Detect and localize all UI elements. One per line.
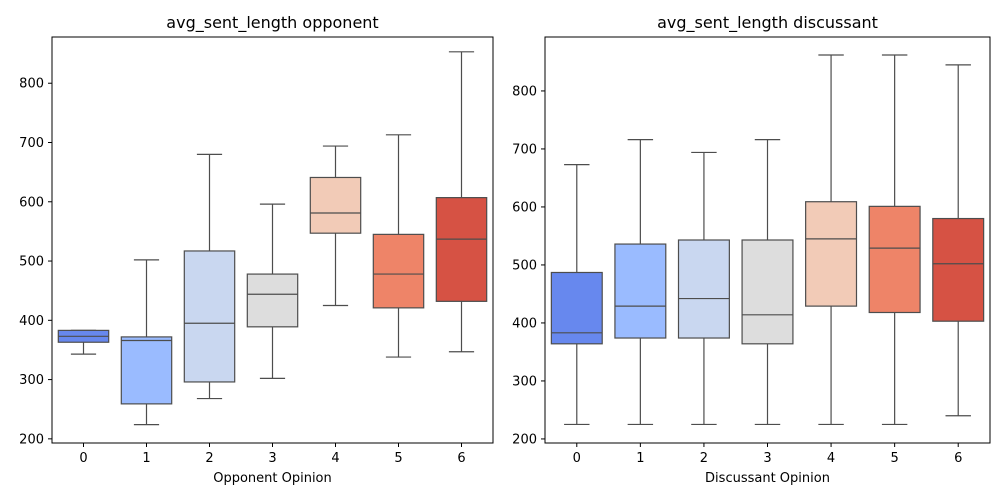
box-group-2 — [677, 151, 730, 426]
box-1 — [614, 243, 667, 339]
box-group-2 — [183, 153, 236, 400]
y-tick-label: 700 — [512, 142, 537, 157]
x-tick-label: 4 — [827, 451, 835, 466]
y-tick-label: 400 — [512, 316, 537, 331]
y-tick-label: 300 — [512, 374, 537, 389]
box-group-5 — [868, 54, 921, 426]
x-tick-label: 5 — [394, 451, 402, 466]
box-6 — [435, 197, 488, 302]
y-tick-label: 300 — [19, 373, 44, 388]
box-group-0 — [550, 164, 603, 426]
box-group-0 — [57, 329, 110, 355]
box-group-4 — [805, 54, 858, 426]
box-group-4 — [309, 145, 362, 307]
y-tick-label: 600 — [512, 200, 537, 215]
x-tick-label: 3 — [268, 451, 276, 466]
box-2 — [183, 250, 236, 383]
box-group-1 — [614, 139, 667, 426]
y-tick-label: 500 — [512, 258, 537, 273]
box-4 — [805, 201, 858, 307]
subplot-0: 200 300 400 500 600 700 800 0 1 2 3 4 5 6 avg_sent_len… — [19, 13, 494, 486]
subplot-1: 200 300 400 500 600 700 800 0 1 2 3 4 5 6 avg_sent_len… — [512, 13, 991, 486]
y-tick-label: 800 — [512, 84, 537, 99]
y-tick-label: 200 — [512, 432, 537, 447]
box-2 — [677, 239, 730, 339]
box-group-6 — [435, 51, 488, 353]
y-tick-label: 600 — [19, 195, 44, 210]
y-tick-label: 500 — [19, 255, 44, 270]
x-tick-label: 3 — [763, 451, 771, 466]
box-0 — [550, 271, 603, 345]
box-4 — [309, 176, 362, 234]
x-tick-label: 6 — [457, 451, 465, 466]
x-tick-label: 0 — [79, 451, 87, 466]
box-3 — [246, 273, 299, 328]
box-group-6 — [932, 64, 985, 417]
x-tick-label: 1 — [636, 451, 644, 466]
box-group-3 — [246, 203, 299, 379]
box-5 — [868, 205, 921, 314]
x-tick-label: 6 — [954, 451, 962, 466]
y-tick-label: 200 — [19, 432, 44, 447]
box-6 — [932, 217, 985, 322]
box-1 — [120, 336, 173, 405]
y-tick-label: 700 — [19, 136, 44, 151]
x-tick-label: 5 — [891, 451, 899, 466]
y-tick-label: 400 — [19, 314, 44, 329]
box-group-1 — [120, 259, 173, 426]
box-group-3 — [741, 139, 794, 426]
chart-title: avg_sent_length discussant — [657, 13, 878, 33]
x-axis-label: Opponent Opinion — [213, 471, 332, 486]
x-tick-label: 0 — [573, 451, 581, 466]
box-group-5 — [372, 134, 425, 358]
box-3 — [741, 239, 794, 345]
x-axis-label: Discussant Opinion — [705, 471, 830, 486]
x-tick-label: 2 — [205, 451, 213, 466]
box-5 — [372, 233, 425, 309]
y-tick-label: 800 — [19, 77, 44, 92]
chart-title: avg_sent_length opponent — [166, 13, 378, 33]
x-tick-label: 1 — [142, 451, 150, 466]
x-tick-label: 4 — [331, 451, 339, 466]
x-tick-label: 2 — [700, 451, 708, 466]
